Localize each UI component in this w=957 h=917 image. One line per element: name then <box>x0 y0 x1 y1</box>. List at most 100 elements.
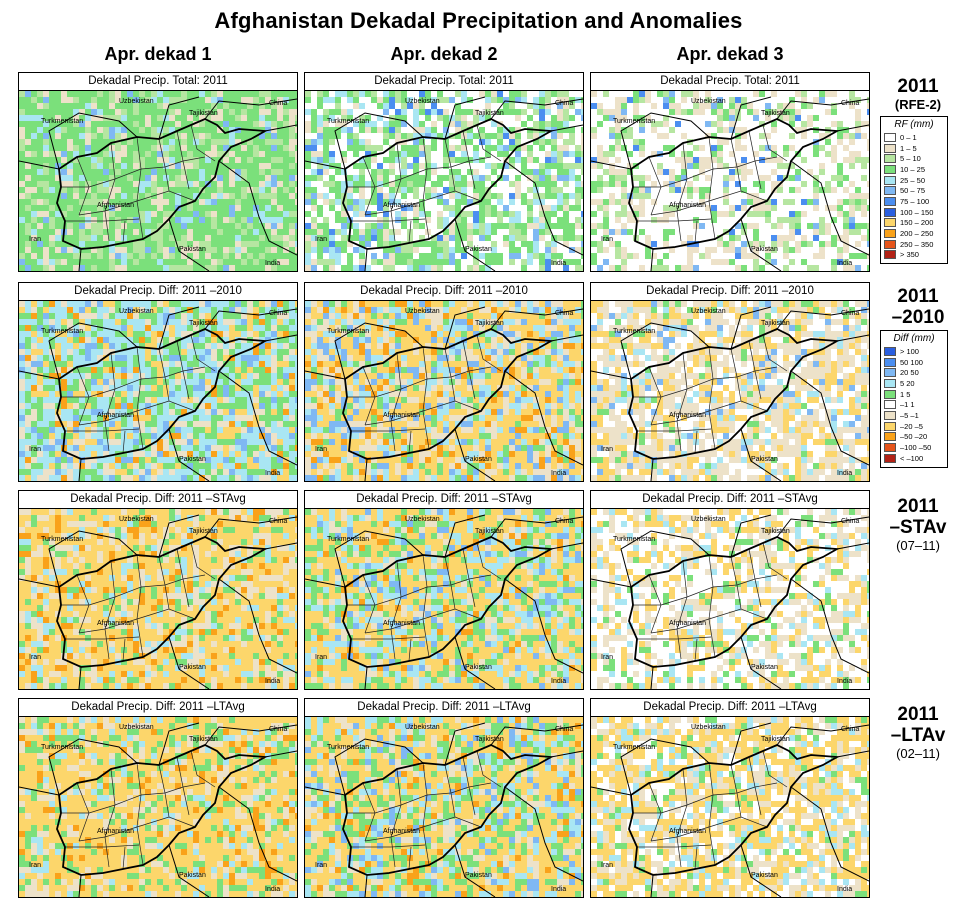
legend-title: Diff (mm) <box>893 333 935 344</box>
country-boundary <box>204 516 297 538</box>
legend-swatch <box>884 218 896 228</box>
country-boundary <box>790 370 869 466</box>
place-label-iran: Iran <box>601 862 613 869</box>
country-boundary <box>19 786 60 796</box>
province-boundary <box>676 768 688 868</box>
legend-entry: 50 – 75 <box>884 185 944 196</box>
country-boundary <box>790 160 869 256</box>
panel-title: Dekadal Precip. Diff: 2011 –2010 <box>19 283 297 301</box>
province-boundary <box>88 156 206 188</box>
country-boundary <box>218 786 297 882</box>
legend-swatch <box>884 186 896 196</box>
country-boundary <box>790 578 869 674</box>
place-label-uzbekistan: Uzbekistan <box>405 308 440 315</box>
place-label-china: China <box>269 726 287 733</box>
legend-swatch <box>884 346 896 356</box>
legend-entry: –100 –50 <box>884 442 944 453</box>
precipitation-map: Uzbekistan Tajikistan China Turkmenistan Afg… <box>591 717 869 897</box>
legend-label: 50 100 <box>900 357 923 367</box>
country-boundary <box>776 724 869 746</box>
place-label-turkmenistan: Turkmenistan <box>327 328 369 335</box>
afghanistan-border <box>628 328 840 460</box>
province-boundary <box>390 142 402 242</box>
country-boundary <box>730 514 772 558</box>
country-boundary <box>444 96 486 140</box>
province-boundary <box>390 768 402 868</box>
country-boundary <box>550 750 583 758</box>
place-label-afghanistan: Afghanistan <box>383 620 420 627</box>
country-boundary <box>334 530 424 588</box>
place-label-india: India <box>837 260 852 267</box>
country-boundary <box>836 124 869 132</box>
place-label-pakistan: Pakistan <box>465 246 492 253</box>
afghanistan-border <box>342 328 554 460</box>
country-boundary <box>158 514 200 558</box>
country-boundary <box>650 666 654 689</box>
place-label-turkmenistan: Turkmenistan <box>613 118 655 125</box>
country-boundary <box>650 874 654 897</box>
province-boundary <box>390 352 402 452</box>
legend-label: 150 – 200 <box>900 218 934 228</box>
country-boundary <box>740 844 782 897</box>
place-label-iran: Iran <box>315 236 327 243</box>
country-boundary <box>730 306 772 350</box>
country-boundary <box>78 458 82 481</box>
legend-entry: > 350 <box>884 250 944 261</box>
place-label-pakistan: Pakistan <box>179 246 206 253</box>
legend-swatch <box>884 443 896 453</box>
place-label-pakistan: Pakistan <box>751 664 778 671</box>
province-boundary <box>88 574 206 606</box>
place-label-turkmenistan: Turkmenistan <box>41 744 83 751</box>
afghanistan-border <box>628 118 840 250</box>
row-label-sub: –STAv <box>889 517 947 538</box>
country-boundary <box>620 530 710 588</box>
legend-swatch <box>884 196 896 206</box>
legend-swatch <box>884 432 896 442</box>
legend-entry: 0 – 1 <box>884 132 944 143</box>
province-boundary <box>390 560 402 660</box>
province-boundary <box>476 334 502 372</box>
legend-swatch <box>884 132 896 142</box>
province-boundary <box>78 190 196 216</box>
place-label-china: China <box>841 726 859 733</box>
legend-label: 75 – 100 <box>900 196 930 206</box>
legend-label: 5 – 10 <box>900 154 921 164</box>
province-boundary <box>762 750 788 788</box>
legend-label: 10 – 25 <box>900 164 926 174</box>
country-boundary <box>264 542 297 550</box>
place-label-tajikistan: Tajikistan <box>475 320 504 327</box>
place-label-turkmenistan: Turkmenistan <box>613 536 655 543</box>
row-label-diff-ltav: 2011 –LTAv (02–11) <box>878 704 957 762</box>
place-label-afghanistan: Afghanistan <box>97 828 134 835</box>
place-label-pakistan: Pakistan <box>751 872 778 879</box>
place-label-afghanistan: Afghanistan <box>97 620 134 627</box>
place-label-tajikistan: Tajikistan <box>761 110 790 117</box>
row-label-diff-2010: 2011 –2010 <box>878 286 957 328</box>
legend-entry: 150 – 200 <box>884 218 944 229</box>
place-label-tajikistan: Tajikistan <box>761 320 790 327</box>
place-label-turkmenistan: Turkmenistan <box>327 536 369 543</box>
precipitation-map: Uzbekistan Tajikistan China Turkmenistan Afg… <box>591 91 869 271</box>
country-boundary <box>218 370 297 466</box>
place-label-iran: Iran <box>29 654 41 661</box>
place-label-uzbekistan: Uzbekistan <box>691 724 726 731</box>
legend-label: –1 1 <box>900 400 915 410</box>
place-label-pakistan: Pakistan <box>465 456 492 463</box>
precipitation-map: Uzbekistan Tajikistan China Turkmenistan Afg… <box>305 509 583 689</box>
afghanistan-border <box>56 328 268 460</box>
country-boundary <box>305 160 346 170</box>
country-boundary <box>740 636 782 689</box>
province-boundary <box>660 574 778 606</box>
province-boundary <box>708 554 716 658</box>
country-boundary <box>790 786 869 882</box>
province-boundary <box>190 542 216 580</box>
legend-label: 250 – 350 <box>900 239 934 249</box>
country-boundary <box>504 160 583 256</box>
province-boundary <box>136 346 144 450</box>
place-label-china: China <box>555 518 573 525</box>
precipitation-map: Uzbekistan Tajikistan China Turkmenistan Afg… <box>19 509 297 689</box>
row-label-sub: –2010 <box>891 307 945 328</box>
country-boundary <box>264 334 297 342</box>
panel-title: Dekadal Precip. Diff: 2011 –STAvg <box>305 491 583 509</box>
